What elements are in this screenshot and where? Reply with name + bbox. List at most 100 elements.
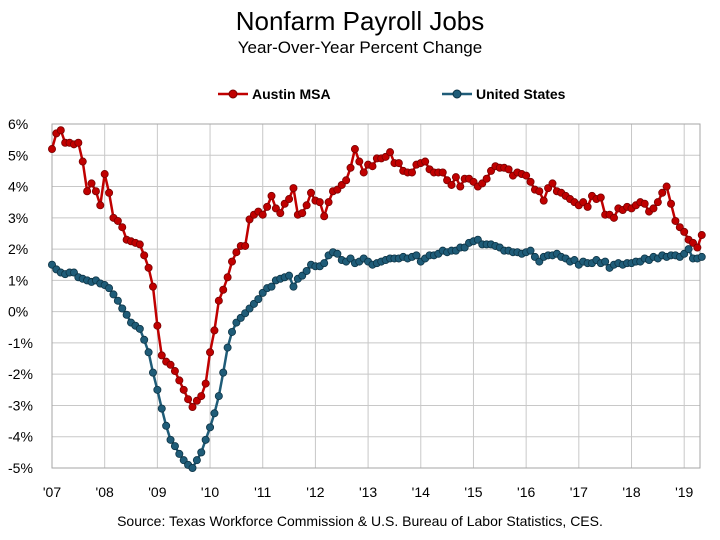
- data-point-austin: [175, 376, 184, 385]
- data-point-austin: [144, 263, 153, 272]
- data-point-austin: [421, 157, 430, 166]
- data-point-austin: [609, 213, 618, 222]
- x-tick-label: '16: [517, 484, 535, 500]
- data-point-us: [188, 463, 197, 472]
- data-point-austin: [285, 195, 294, 204]
- x-tick-label: '15: [464, 484, 482, 500]
- data-point-austin: [48, 145, 57, 154]
- data-point-austin: [214, 296, 223, 305]
- data-point-us: [526, 246, 535, 255]
- data-point-austin: [649, 204, 658, 213]
- legend-item-us: United States: [442, 86, 565, 102]
- data-point-austin: [324, 198, 333, 207]
- data-point-us: [267, 282, 276, 291]
- x-tick-label: '19: [675, 484, 693, 500]
- data-point-austin: [267, 191, 276, 200]
- data-point-us: [412, 251, 421, 260]
- x-tick-label: '13: [359, 484, 377, 500]
- data-point-austin: [447, 180, 456, 189]
- data-point-us: [206, 423, 215, 432]
- y-tick-label: 3%: [8, 210, 28, 226]
- data-point-us: [210, 409, 219, 418]
- data-point-us: [162, 421, 171, 430]
- data-point-austin: [667, 199, 676, 208]
- data-point-austin: [671, 216, 680, 225]
- data-point-austin: [658, 188, 667, 197]
- data-point-austin: [583, 202, 592, 211]
- x-tick-label: '09: [148, 484, 166, 500]
- data-point-austin: [526, 177, 535, 186]
- data-point-austin: [201, 379, 210, 388]
- data-point-austin: [100, 170, 109, 179]
- data-point-us: [153, 385, 162, 394]
- data-point-austin: [153, 321, 162, 330]
- x-tick-label: '18: [622, 484, 640, 500]
- data-point-austin: [680, 227, 689, 236]
- legend-marker-austin: [218, 89, 248, 99]
- y-tick-label: -5%: [8, 460, 33, 476]
- chart-subtitle: Year-Over-Year Percent Change: [237, 38, 483, 57]
- data-point-us: [148, 368, 157, 377]
- data-point-austin: [140, 251, 149, 260]
- plot-frame: [51, 123, 701, 469]
- data-point-austin: [596, 193, 605, 202]
- data-point-austin: [148, 282, 157, 291]
- x-tick-label: '10: [201, 484, 219, 500]
- data-point-us: [219, 368, 228, 377]
- data-point-us: [684, 245, 693, 254]
- data-point-austin: [298, 209, 307, 218]
- y-tick-label: 2%: [8, 241, 28, 257]
- data-point-austin: [83, 187, 92, 196]
- legend-label-us: United States: [476, 86, 566, 102]
- data-point-austin: [693, 243, 702, 252]
- data-point-austin: [276, 209, 285, 218]
- data-point-austin: [118, 223, 127, 232]
- data-point-austin: [241, 241, 250, 250]
- data-point-us: [697, 252, 706, 261]
- data-point-austin: [232, 248, 241, 257]
- data-point-austin: [662, 182, 671, 191]
- data-point-austin: [166, 360, 175, 369]
- data-point-austin: [105, 188, 114, 197]
- data-point-austin: [87, 179, 96, 188]
- data-point-us: [140, 335, 149, 344]
- data-point-austin: [350, 145, 359, 154]
- data-point-us: [122, 310, 131, 319]
- data-point-austin: [263, 202, 272, 211]
- data-point-austin: [504, 165, 513, 174]
- data-point-austin: [548, 179, 557, 188]
- data-point-austin: [78, 157, 87, 166]
- data-point-austin: [157, 351, 166, 360]
- data-point-us: [105, 284, 114, 293]
- data-point-us: [113, 296, 122, 305]
- data-point-us: [302, 266, 311, 275]
- y-tick-label: 4%: [8, 179, 28, 195]
- y-tick-label: 0%: [8, 304, 28, 320]
- data-point-austin: [697, 231, 706, 240]
- data-point-us: [201, 435, 210, 444]
- data-point-us: [170, 442, 179, 451]
- data-point-austin: [188, 403, 197, 412]
- data-point-us: [157, 404, 166, 413]
- data-point-austin: [56, 126, 65, 135]
- data-point-austin: [451, 173, 460, 182]
- data-point-austin: [223, 273, 232, 282]
- data-point-austin: [386, 148, 395, 157]
- data-point-us: [144, 348, 153, 357]
- legend-marker-us: [442, 89, 472, 99]
- x-tick-label: '17: [570, 484, 588, 500]
- data-point-austin: [539, 196, 548, 205]
- data-point-austin: [74, 138, 83, 147]
- data-point-austin: [96, 201, 105, 210]
- data-point-austin: [197, 392, 206, 401]
- data-point-austin: [184, 395, 193, 404]
- data-point-austin: [456, 182, 465, 191]
- source-note: Source: Texas Workforce Commission & U.S…: [117, 513, 603, 529]
- data-point-us: [118, 304, 127, 313]
- x-tick-label: '12: [306, 484, 324, 500]
- data-point-austin: [320, 212, 329, 221]
- x-tick-label: '07: [43, 484, 61, 500]
- data-point-us: [285, 271, 294, 280]
- data-point-us: [214, 392, 223, 401]
- data-point-us: [135, 324, 144, 333]
